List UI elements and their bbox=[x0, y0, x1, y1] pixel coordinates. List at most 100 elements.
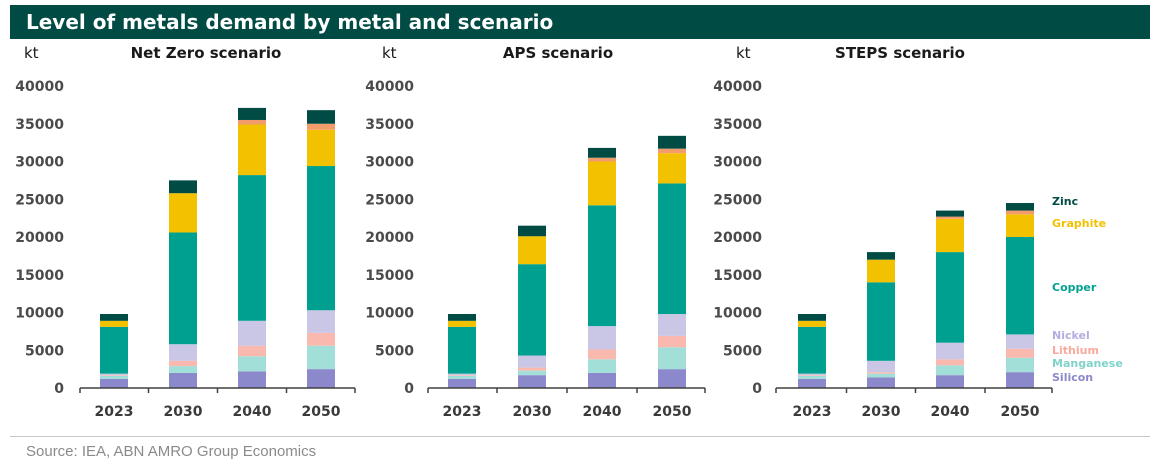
bar-segment-nickel bbox=[658, 314, 686, 336]
y-tick-label: 35000 bbox=[713, 117, 762, 133]
x-tick-label: 2050 bbox=[1001, 404, 1040, 420]
bar-segment-graphite bbox=[238, 124, 266, 176]
bar-segment-copper bbox=[307, 166, 335, 311]
bar-segment-copper bbox=[936, 252, 964, 343]
bar-segment-nickel bbox=[588, 326, 616, 350]
bar-segment-lithium bbox=[100, 375, 128, 376]
source-divider bbox=[10, 436, 1150, 437]
bar-segment-copper bbox=[1006, 237, 1034, 335]
bar-segment-other bbox=[307, 123, 335, 130]
bar-segment-zinc bbox=[658, 135, 686, 149]
bar-segment-lithium bbox=[307, 332, 335, 346]
bar-segment-copper bbox=[798, 326, 826, 374]
bar-segment-manganese bbox=[936, 365, 964, 376]
legend-silicon: Silicon bbox=[1052, 371, 1093, 384]
bar-segment-other bbox=[238, 119, 266, 125]
x-tick-label: 2050 bbox=[302, 404, 341, 420]
bar-segment-lithium bbox=[658, 335, 686, 348]
bar-segment-silicon bbox=[658, 369, 686, 388]
bar-segment-graphite bbox=[169, 193, 197, 233]
y-tick-label: 5000 bbox=[25, 343, 64, 359]
x-tick-label: 2040 bbox=[931, 404, 970, 420]
y-tick-label: 10000 bbox=[713, 306, 762, 322]
y-tick-label: 5000 bbox=[375, 343, 414, 359]
y-tick-label: 35000 bbox=[15, 117, 64, 133]
y-tick-label: 15000 bbox=[15, 268, 64, 284]
bar-segment-zinc bbox=[867, 252, 895, 260]
bar-segment-silicon bbox=[100, 378, 128, 388]
panel-title: Net Zero scenario bbox=[131, 44, 282, 62]
bar-segment-lithium bbox=[1006, 348, 1034, 358]
bar-segment-copper bbox=[448, 326, 476, 374]
bar-segment-copper bbox=[169, 232, 197, 345]
bar-segment-silicon bbox=[1006, 372, 1034, 388]
panel-title: APS scenario bbox=[503, 44, 613, 62]
y-tick-label: 25000 bbox=[713, 192, 762, 208]
bar-segment-other bbox=[1006, 210, 1034, 215]
bar-segment-graphite bbox=[798, 320, 826, 327]
bar-segment-nickel bbox=[238, 320, 266, 346]
bar-segment-other bbox=[588, 157, 616, 162]
y-tick-label: 15000 bbox=[365, 268, 414, 284]
bar-segment-manganese bbox=[238, 356, 266, 372]
bar-segment-zinc bbox=[798, 314, 826, 321]
bar-segment-graphite bbox=[307, 129, 335, 167]
y-tick-label: 10000 bbox=[15, 306, 64, 322]
bar-segment-manganese bbox=[518, 370, 546, 376]
bar-segment-silicon bbox=[867, 377, 895, 388]
y-tick-label: 40000 bbox=[15, 79, 64, 95]
bar-segment-manganese bbox=[100, 375, 128, 379]
bar-segment-manganese bbox=[169, 366, 197, 373]
bar-segment-copper bbox=[518, 264, 546, 356]
bar-segment-nickel bbox=[518, 355, 546, 368]
bar-segment-graphite bbox=[936, 218, 964, 253]
bar-segment-silicon bbox=[169, 372, 197, 388]
y-tick-label: 20000 bbox=[365, 230, 414, 246]
bar-segment-other bbox=[936, 216, 964, 219]
bar-segment-silicon bbox=[936, 375, 964, 388]
bar-segment-manganese bbox=[867, 373, 895, 378]
bar-segment-nickel bbox=[448, 373, 476, 376]
bar-segment-lithium bbox=[936, 359, 964, 366]
bar-segment-zinc bbox=[518, 225, 546, 237]
bar-segment-graphite bbox=[518, 236, 546, 265]
bar-segment-manganese bbox=[588, 359, 616, 373]
bar-segment-zinc bbox=[169, 180, 197, 194]
bar-segment-copper bbox=[100, 326, 128, 374]
bar-segment-manganese bbox=[448, 375, 476, 379]
bar-segment-silicon bbox=[588, 372, 616, 388]
x-tick-label: 2030 bbox=[862, 404, 901, 420]
x-tick-label: 2030 bbox=[164, 404, 203, 420]
chart-title: Level of metals demand by metal and scen… bbox=[26, 10, 554, 34]
y-axis-unit-label: kt bbox=[24, 44, 39, 62]
bar-segment-manganese bbox=[1006, 357, 1034, 373]
bar-segment-graphite bbox=[867, 259, 895, 283]
source-note: Source: IEA, ABN AMRO Group Economics bbox=[26, 443, 317, 460]
bar-segment-zinc bbox=[1006, 203, 1034, 211]
y-tick-label: 40000 bbox=[713, 79, 762, 95]
bar-segment-graphite bbox=[448, 320, 476, 327]
bar-segment-copper bbox=[867, 282, 895, 361]
x-tick-label: 2023 bbox=[443, 404, 482, 420]
y-tick-label: 30000 bbox=[713, 155, 762, 171]
bar-segment-silicon bbox=[798, 378, 826, 388]
bar-segment-silicon bbox=[238, 371, 266, 388]
bar-segment-lithium bbox=[798, 375, 826, 376]
y-tick-label: 25000 bbox=[15, 192, 64, 208]
panel-title: STEPS scenario bbox=[835, 44, 965, 62]
bar-segment-zinc bbox=[307, 110, 335, 124]
bar-segment-lithium bbox=[588, 349, 616, 360]
y-tick-label: 5000 bbox=[723, 343, 762, 359]
x-tick-label: 2040 bbox=[583, 404, 622, 420]
x-tick-label: 2030 bbox=[513, 404, 552, 420]
bar-segment-nickel bbox=[1006, 334, 1034, 349]
legend-copper: Copper bbox=[1052, 281, 1097, 294]
bar-segment-copper bbox=[238, 175, 266, 321]
legend-zinc: Zinc bbox=[1052, 195, 1078, 208]
y-tick-label: 0 bbox=[54, 381, 64, 397]
bar-segment-lithium bbox=[169, 360, 197, 367]
x-tick-label: 2023 bbox=[793, 404, 832, 420]
bar-segment-lithium bbox=[518, 367, 546, 371]
bar-segment-zinc bbox=[588, 147, 616, 158]
bar-segment-lithium bbox=[448, 375, 476, 376]
